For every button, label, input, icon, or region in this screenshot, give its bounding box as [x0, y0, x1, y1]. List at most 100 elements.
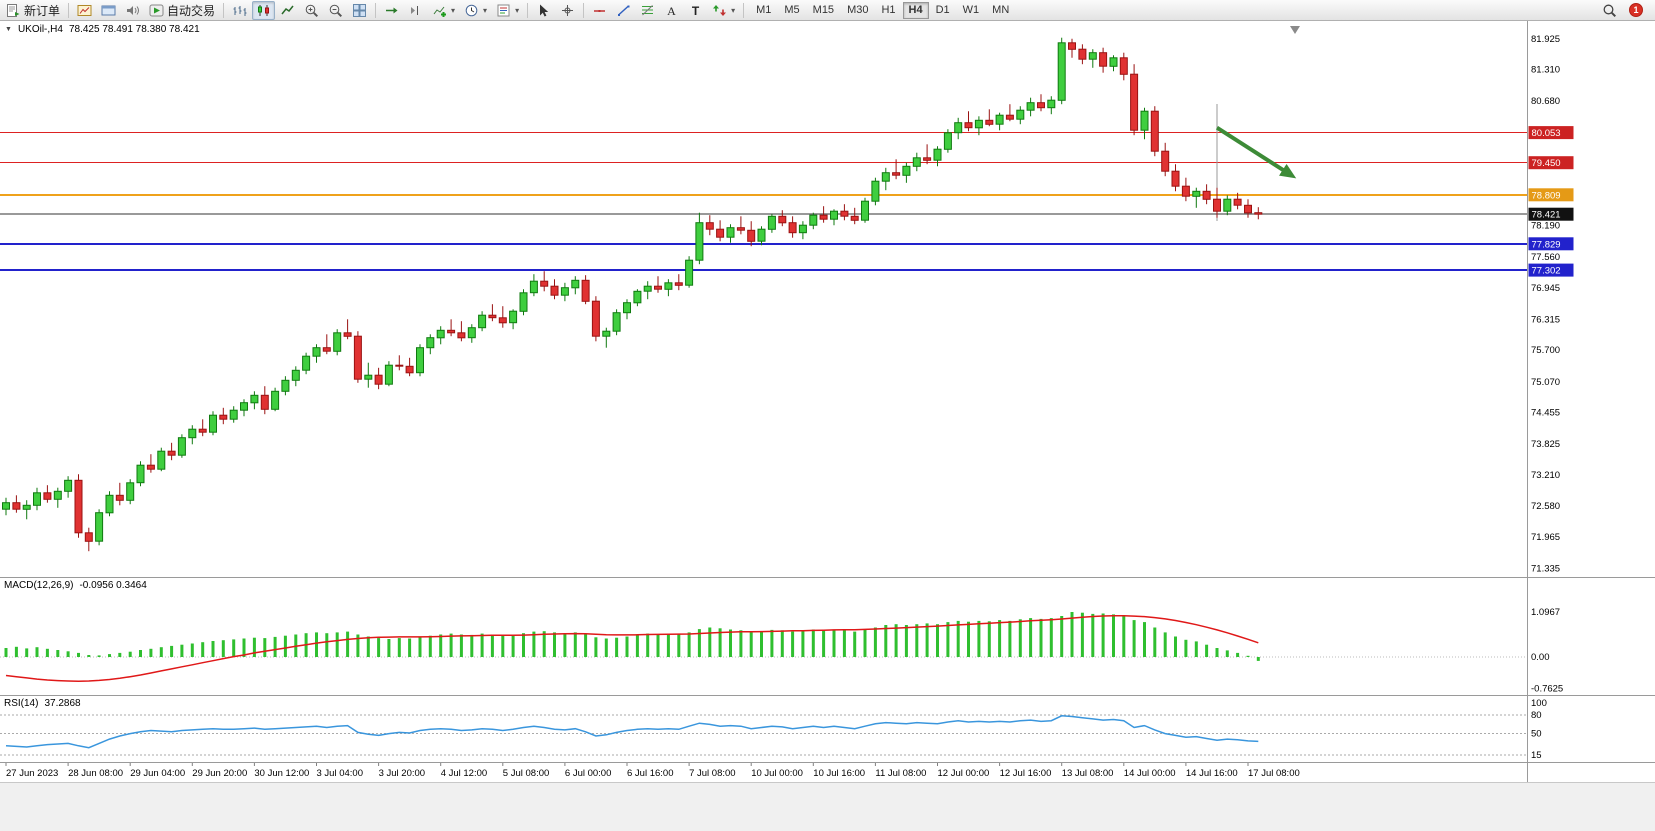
svg-text:79.450: 79.450 [1532, 158, 1561, 169]
price-axis-badge: 78.421 [1528, 207, 1574, 221]
magnifier-icon [1603, 4, 1617, 17]
dropdown-caret-icon: ▾ [515, 5, 520, 15]
zoom-in-icon [305, 4, 319, 17]
svg-text:75.070: 75.070 [1531, 377, 1560, 388]
notifications-badge[interactable]: 1 [1629, 3, 1643, 17]
new-chart-icon [77, 4, 92, 16]
crosshair-button[interactable] [556, 1, 579, 20]
timeframe-m5-button[interactable]: M5 [784, 4, 800, 16]
svg-text:5 Jul 08:00: 5 Jul 08:00 [503, 768, 549, 779]
rsi-value: 37.2868 [44, 698, 81, 709]
rsi-indicator-label: RSI(14) 37.2868 [4, 698, 81, 709]
svg-text:77.560: 77.560 [1531, 252, 1560, 263]
price-axis-badge: 77.829 [1528, 237, 1574, 251]
svg-text:73.210: 73.210 [1531, 470, 1560, 481]
svg-text:6 Jul 00:00: 6 Jul 00:00 [565, 768, 611, 779]
toolbar-separator [743, 2, 745, 18]
auto-scroll-button[interactable] [380, 1, 403, 20]
svg-text:T: T [692, 4, 700, 18]
macd-panel-canvas[interactable]: 1.0967 0.00 -0.7625 [0, 577, 1655, 695]
svg-text:28 Jun 08:00: 28 Jun 08:00 [68, 768, 123, 779]
svg-text:3 Jul 20:00: 3 Jul 20:00 [379, 768, 425, 779]
bar-chart-button[interactable] [228, 1, 251, 20]
chart-shift-marker-icon[interactable] [1290, 26, 1300, 34]
alerts-icon [127, 5, 140, 15]
timeframe-h1-button[interactable]: H1 [881, 4, 896, 16]
timeframe-mn-button[interactable]: MN [992, 4, 1010, 16]
svg-text:80.680: 80.680 [1531, 96, 1560, 107]
toolbar-right: 1 [1598, 1, 1653, 20]
new-chart-button[interactable] [73, 1, 96, 20]
timeframe-d1-button[interactable]: D1 [935, 4, 950, 16]
timeframe-h4-button[interactable]: H4 [902, 1, 929, 19]
zoom-out-button[interactable] [324, 1, 347, 20]
candlestick-chart-button[interactable] [252, 0, 276, 20]
svg-text:100: 100 [1531, 698, 1547, 709]
trendline-button[interactable] [612, 1, 635, 20]
window-bottom-area [0, 782, 1655, 831]
chart-shift-button[interactable] [404, 1, 427, 20]
price-axis-badge: 79.450 [1528, 156, 1574, 170]
toolbar: 新订单 自动交易 ▾ ▾ ▾ A T ▾ M1 M5 M15 M30 H1 H4 D1 W1 MN 1 [0, 0, 1655, 21]
tile-windows-button[interactable] [348, 1, 371, 20]
text-button[interactable]: A [660, 1, 683, 20]
autotrading-button[interactable]: 自动交易 [145, 1, 219, 20]
svg-text:81.925: 81.925 [1531, 34, 1560, 45]
svg-text:75.700: 75.700 [1531, 345, 1560, 356]
arrows-button[interactable]: ▾ [708, 1, 739, 20]
zoom-out-icon [329, 4, 343, 17]
ohlc-text: 78.425 78.491 78.380 78.421 [68, 24, 200, 35]
search-button[interactable] [1598, 1, 1621, 20]
price-level-lines [0, 132, 1528, 272]
macd-indicator-label: MACD(12,26,9) -0.0956 0.3464 [4, 580, 147, 591]
svg-text:77.829: 77.829 [1532, 239, 1561, 250]
text-t-icon: T [692, 4, 700, 18]
svg-text:78.809: 78.809 [1532, 190, 1561, 201]
alerts-button[interactable] [121, 1, 144, 20]
zoom-in-button[interactable] [300, 1, 323, 20]
time-axis-labels: 27 Jun 2023 28 Jun 08:00 29 Jun 04:00 29 Ju… [5, 763, 1300, 779]
macd-axis: 1.0967 0.00 -0.7625 [1531, 607, 1563, 694]
svg-text:72.580: 72.580 [1531, 501, 1560, 512]
new-order-button[interactable]: 新订单 [2, 1, 64, 20]
svg-text:17 Jul 08:00: 17 Jul 08:00 [1248, 768, 1300, 779]
timeframe-m15-button[interactable]: M15 [812, 4, 835, 16]
main-chart-canvas[interactable]: 81.925 81.310 80.680 78.190 77.560 76.945 76.3… [0, 21, 1655, 577]
line-chart-button[interactable] [276, 1, 299, 20]
candlestick-icon [258, 4, 270, 16]
svg-text:78.190: 78.190 [1531, 221, 1560, 232]
autotrading-icon [149, 4, 164, 16]
periods-button[interactable]: ▾ [460, 1, 491, 20]
timeframe-m1-button[interactable]: M1 [756, 4, 772, 16]
timeframe-w1-button[interactable]: W1 [962, 4, 980, 16]
horizontal-line-button[interactable] [588, 1, 611, 20]
profiles-button[interactable] [97, 1, 120, 20]
macd-name: MACD(12,26,9) [4, 580, 74, 591]
svg-text:30 Jun 12:00: 30 Jun 12:00 [254, 768, 309, 779]
time-axis[interactable]: 27 Jun 2023 28 Jun 08:00 29 Jun 04:00 29 Ju… [0, 762, 1655, 782]
svg-text:80.053: 80.053 [1532, 128, 1561, 139]
symbol-period-text: UKOil-,H4 [17, 24, 63, 35]
svg-text:10 Jul 16:00: 10 Jul 16:00 [813, 768, 865, 779]
macd-values: -0.0956 0.3464 [79, 580, 147, 591]
annotation-arrow[interactable] [1215, 126, 1297, 179]
svg-text:13 Jul 08:00: 13 Jul 08:00 [1062, 768, 1114, 779]
toolbar-separator [527, 2, 529, 18]
symbol-label: ▼ UKOil-,H4 78.425 78.491 78.380 78.421 [5, 24, 200, 35]
svg-text:71.965: 71.965 [1531, 532, 1560, 543]
cursor-button[interactable] [532, 1, 555, 20]
price-axis-badge: 78.809 [1528, 188, 1574, 202]
timeframe-m30-button[interactable]: M30 [847, 4, 869, 16]
trendline-icon [618, 4, 630, 16]
templates-button[interactable]: ▾ [492, 1, 523, 20]
svg-text:80: 80 [1531, 710, 1542, 721]
arrows-icon [713, 4, 727, 16]
indicators-button[interactable]: ▾ [428, 1, 459, 20]
fibonacci-button[interactable] [636, 1, 659, 20]
macd-histogram [4, 612, 1260, 661]
rsi-level-lines [0, 714, 1528, 756]
text-label-button[interactable]: T [684, 1, 707, 20]
